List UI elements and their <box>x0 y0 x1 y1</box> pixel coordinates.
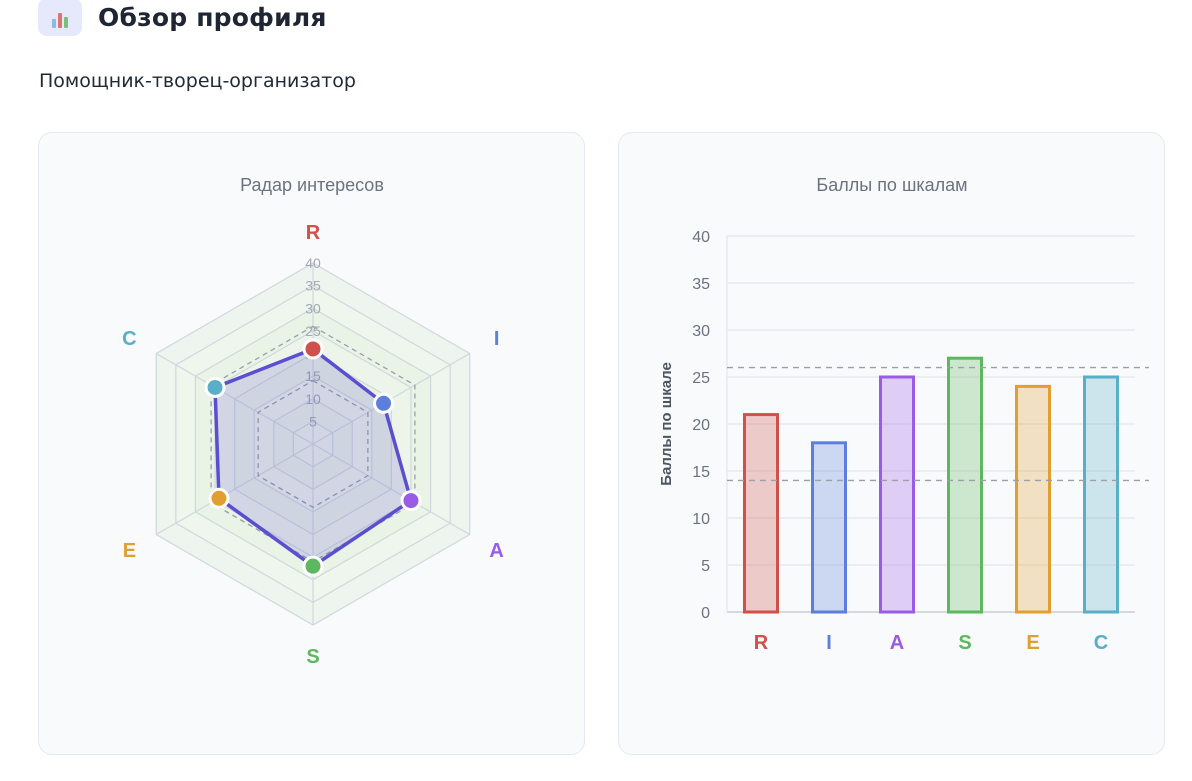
radar-point-e <box>208 487 230 509</box>
radar-spoke <box>312 443 471 536</box>
bar-y-tick-label: 25 <box>692 370 710 387</box>
bar-chart-icon <box>38 0 82 36</box>
radar-tick-label: 5 <box>309 413 317 429</box>
radar-tick-label: 30 <box>305 300 321 316</box>
bar-x-label-r: R <box>754 632 769 654</box>
bar-e <box>1015 384 1051 614</box>
radar-axis-label-e: E <box>123 540 136 562</box>
bar-chart: Баллы по шкалам 0 5 10 15 20 25 30 35 40 Баллы по… <box>658 175 1149 654</box>
bar-x-label-e: E <box>1026 632 1039 654</box>
bar-y-tick-label: 30 <box>692 323 710 340</box>
bar-c <box>1083 375 1119 614</box>
radar-axis-label-s: S <box>306 646 319 668</box>
bar-y-tick-label: 5 <box>701 558 710 575</box>
radar-axis-label-a: A <box>489 540 503 562</box>
radar-card: Радар интересов 510152025303540RIASEC <box>38 132 585 755</box>
bar-i <box>811 441 847 614</box>
bar-y-tick-label: 40 <box>692 229 710 246</box>
radar-spoke <box>155 352 314 445</box>
bar-y-tick-label: 35 <box>692 276 710 293</box>
radar-tick-label: 40 <box>305 255 321 271</box>
radar-reference-ring <box>257 379 369 509</box>
profile-type: Помощник-творец-организатор <box>39 70 356 92</box>
bar-y-tick-label: 15 <box>692 464 710 481</box>
radar-axis-label-i: I <box>494 328 500 350</box>
radar-tick-label: 10 <box>305 391 321 407</box>
radar-point-s <box>302 555 324 577</box>
radar-point-r <box>302 338 324 360</box>
bar-y-tick-label: 0 <box>701 605 710 622</box>
bar-r <box>743 413 779 614</box>
page-header: Обзор профиля <box>38 0 327 36</box>
page-title: Обзор профиля <box>98 2 327 32</box>
bar-x-label-s: S <box>958 632 971 654</box>
bar-s <box>947 356 983 614</box>
radar-point-i <box>373 392 395 414</box>
bar-x-label-i: I <box>826 632 832 654</box>
bar-y-axis-title: Баллы по шкале <box>658 362 675 486</box>
radar-tick-label: 15 <box>305 368 321 384</box>
radar-point-a <box>400 490 422 512</box>
radar-title: Радар интересов <box>240 175 384 195</box>
radar-chart: Радар интересов 510152025303540RIASEC <box>122 175 504 668</box>
bar-y-tick-label: 20 <box>692 417 710 434</box>
radar-spoke <box>155 443 314 536</box>
bar-title: Баллы по шкалам <box>816 175 967 195</box>
radar-axis-label-c: C <box>122 328 136 350</box>
radar-point-c <box>204 376 226 398</box>
bar-card: Баллы по шкалам 0 5 10 15 20 25 30 35 40 Баллы по… <box>618 132 1165 755</box>
bar-y-tick-label: 10 <box>692 511 710 528</box>
radar-tick-label: 25 <box>305 323 321 339</box>
bar-a <box>879 375 915 614</box>
radar-tick-label: 35 <box>305 278 321 294</box>
bar-x-label-a: A <box>890 632 904 654</box>
radar-axis-label-r: R <box>306 222 321 244</box>
bar-x-label-c: C <box>1094 632 1108 654</box>
